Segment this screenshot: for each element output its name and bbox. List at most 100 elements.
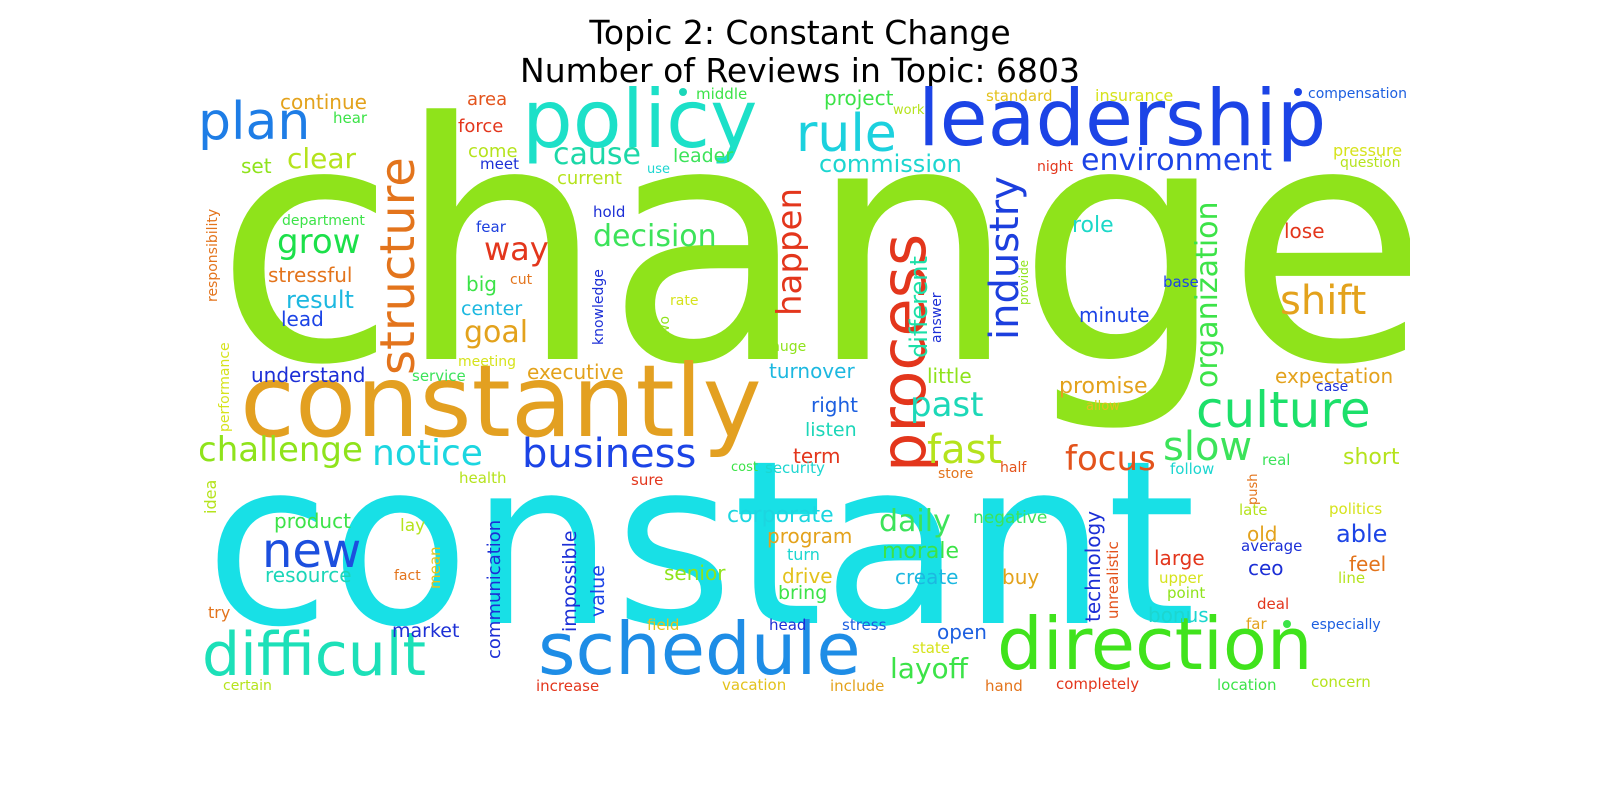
word-answer: answer	[929, 292, 945, 343]
word-area: area	[467, 89, 508, 110]
word-force: force	[458, 116, 504, 137]
word-open: open	[937, 620, 987, 644]
word-state: state	[912, 639, 950, 657]
word-cause: cause	[553, 137, 641, 172]
word-provide: provide	[1017, 259, 1031, 305]
word-center: center	[461, 298, 523, 320]
word-lose: lose	[1284, 219, 1325, 243]
word-notice: notice	[372, 433, 483, 474]
word-responsibility: responsibility	[205, 208, 221, 302]
word-deal: deal	[1257, 595, 1290, 613]
word-goal: goal	[464, 315, 529, 350]
word-different: different	[905, 256, 933, 358]
word-leadership: leadership	[918, 86, 1327, 164]
word-increase: increase	[536, 677, 600, 695]
word-hold: hold	[593, 203, 626, 221]
word-stress: stress	[842, 616, 887, 634]
word-standard: standard	[986, 87, 1053, 105]
word-drive: drive	[782, 564, 833, 588]
word-performance: performance	[217, 342, 233, 432]
word-politics: politics	[1329, 500, 1383, 518]
word-set: set	[241, 154, 272, 178]
word-pressure: pressure	[1333, 141, 1403, 160]
word-impossible: impossible	[559, 530, 581, 632]
word-real: real	[1262, 451, 1291, 469]
word-understand: understand	[251, 363, 366, 387]
word-cloud: change constant constantly policy leadership…	[200, 86, 1410, 698]
word-concern: concern	[1311, 673, 1371, 691]
word-night: night	[1037, 159, 1074, 175]
figure-subtitle: Number of Reviews in Topic: 6803	[520, 51, 1080, 90]
word-completely: completely	[1056, 675, 1140, 693]
word-cost: cost	[731, 460, 758, 475]
word-expectation: expectation	[1275, 364, 1394, 388]
word-insurance: insurance	[1095, 86, 1174, 105]
word-ceo: ceo	[1248, 556, 1284, 580]
word-create: create	[895, 565, 959, 589]
word-policy: policy	[522, 86, 758, 166]
word-head: head	[769, 616, 807, 634]
word-grow: grow	[277, 222, 361, 262]
word-minute: minute	[1079, 303, 1150, 327]
word-shift: shift	[1280, 278, 1367, 324]
word-allow: allow	[1086, 399, 1120, 414]
word-department: department	[282, 213, 365, 229]
word-leader: leader	[673, 145, 734, 167]
word-vacation: vacation	[722, 676, 787, 694]
word-dot	[679, 88, 687, 96]
word-knowledge: knowledge	[591, 269, 607, 345]
word-daily: daily	[879, 504, 951, 539]
word-feel: feel	[1349, 552, 1387, 576]
word-half: half	[1000, 460, 1027, 476]
word-structure: structure	[370, 157, 426, 375]
word-resource: resource	[265, 563, 352, 587]
word-fear: fear	[476, 218, 506, 236]
word-turn: turn	[787, 545, 820, 564]
word-dot	[1294, 88, 1302, 96]
word-far: far	[1246, 615, 1267, 633]
word-field: field	[647, 616, 680, 634]
word-come: come	[468, 141, 518, 162]
word-location: location	[1217, 676, 1277, 694]
word-role: role	[1072, 213, 1114, 238]
word-slow: slow	[1163, 424, 1253, 470]
word-promise: promise	[1059, 374, 1148, 399]
word-cut: cut	[510, 272, 533, 288]
word-new: new	[262, 523, 362, 579]
word-sure: sure	[631, 471, 664, 489]
word-negative: negative	[973, 508, 1048, 528]
word-continue: continue	[280, 90, 367, 114]
word-rate: rate	[670, 293, 699, 309]
word-base: base	[1163, 273, 1199, 291]
word-store: store	[938, 466, 974, 482]
word-certain: certain	[223, 678, 272, 694]
word-health: health	[459, 469, 507, 487]
word-constantly: constantly	[240, 343, 762, 460]
word-right: right	[811, 393, 858, 417]
word-security: security	[765, 459, 825, 477]
word-fact: fact	[394, 568, 421, 584]
word-buy: buy	[1002, 565, 1040, 589]
word-corporate: corporate	[727, 503, 834, 528]
word-past: past	[910, 385, 984, 425]
word-old: old	[1247, 522, 1278, 546]
word-question: question	[1340, 155, 1401, 171]
word-way: way	[484, 230, 549, 268]
word-able: able	[1336, 520, 1388, 548]
word-unrealistic: unrealistic	[1104, 541, 1122, 619]
word-market: market	[392, 620, 460, 642]
word-current: current	[557, 168, 622, 189]
word-challenge: challenge	[200, 430, 363, 470]
word-lead: lead	[281, 307, 324, 331]
word-large: large	[1154, 546, 1205, 570]
word-bonus: bonus	[1148, 603, 1209, 627]
word-business: business	[522, 431, 697, 477]
word-mean: mean	[426, 546, 444, 589]
word-middle: middle	[696, 86, 748, 103]
word-point: point	[1167, 584, 1206, 602]
word-term: term	[793, 444, 841, 468]
word-commission: commission	[819, 150, 962, 178]
word-line: line	[1338, 569, 1366, 587]
word-use: use	[647, 162, 671, 177]
